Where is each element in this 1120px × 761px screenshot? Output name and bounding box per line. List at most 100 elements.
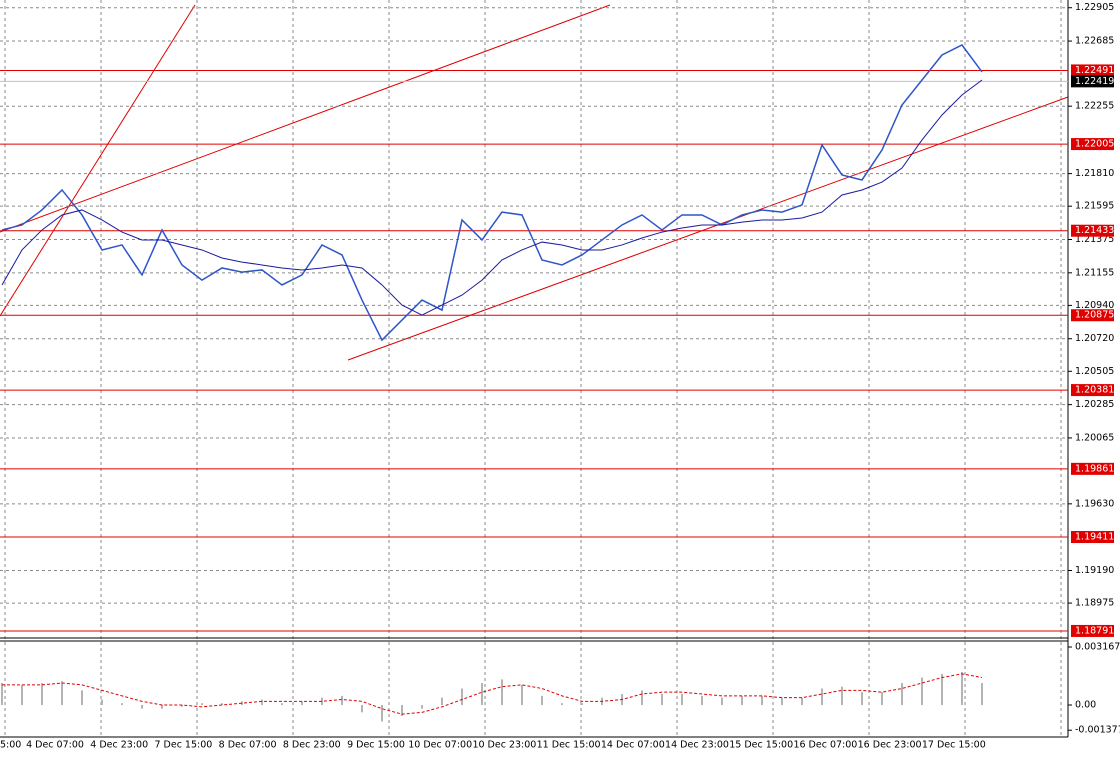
histogram-bar: [861, 692, 863, 706]
histogram-bar: [881, 692, 883, 706]
current-price-bg: [1071, 75, 1114, 88]
x-tick-label: 8 Dec 07:00: [219, 740, 277, 751]
histogram-bar: [121, 703, 123, 706]
level-label-bg: [1071, 531, 1114, 544]
histogram-bar: [361, 705, 363, 713]
level-label: 1.19861: [1075, 463, 1114, 474]
histogram-bar: [661, 694, 663, 706]
histogram-bar: [21, 684, 23, 706]
x-tick-label: 10 Dec 23:00: [472, 740, 536, 751]
histogram-bar: [401, 705, 403, 716]
y-tick-label: 1.20940: [1075, 300, 1114, 311]
y-tick-label: 1.18975: [1075, 598, 1114, 609]
current-price-label: 1.22419: [1075, 76, 1114, 87]
y-tick-label: 1.20065: [1075, 432, 1114, 443]
histogram-bar: [281, 703, 283, 706]
x-tick-label: 10 Dec 07:00: [408, 740, 472, 751]
histogram-bar: [841, 686, 843, 706]
x-tick-label: 4 Dec 23:00: [90, 740, 148, 751]
histogram-bar: [501, 679, 503, 706]
histogram-bar: [721, 697, 723, 706]
y-tick-label: 1.21375: [1075, 234, 1114, 245]
histogram-bar: [781, 697, 783, 706]
level-label-bg: [1071, 462, 1114, 475]
y-tick-label: -0.001377: [1075, 725, 1120, 736]
histogram-bar: [421, 705, 423, 709]
x-tick-label: 14 Dec 07:00: [601, 740, 665, 751]
x-tick-label: 9 Dec 15:00: [347, 740, 405, 751]
histogram-bar: [201, 703, 203, 706]
y-tick-label: 1.21810: [1075, 168, 1114, 179]
x-tick-label: 17 Dec 15:00: [922, 740, 986, 751]
level-label-bg: [1071, 64, 1114, 77]
x-tick-label: 16 Dec 07:00: [793, 740, 857, 751]
histogram-bar: [81, 690, 83, 706]
histogram-bar: [41, 683, 43, 706]
level-label: 1.19411: [1075, 532, 1114, 543]
histogram-bar: [741, 695, 743, 706]
histogram-bar: [181, 705, 183, 707]
histogram-bar: [341, 695, 343, 706]
vertical-grid: [4, 0, 1062, 737]
y-tick-label: 1.20720: [1075, 333, 1114, 344]
x-tick-label: 8 Dec 23:00: [283, 740, 341, 751]
level-label-bg: [1071, 138, 1114, 151]
y-tick-label: 1.21155: [1075, 267, 1114, 278]
histogram-bar: [141, 705, 143, 709]
level-label-bg: [1071, 309, 1114, 322]
x-tick-label: 15 Dec 15:00: [729, 740, 793, 751]
histogram-bar: [641, 690, 643, 706]
trend-line: [347, 96, 1069, 361]
histogram-bar: [441, 697, 443, 706]
level-label-bg: [1071, 224, 1114, 237]
histogram-bar: [821, 688, 823, 706]
histogram-bar: [381, 705, 383, 722]
y-tick-label: 1.19630: [1075, 498, 1114, 509]
y-tick-label: 0.00: [1075, 700, 1096, 711]
level-label-bg: [1071, 384, 1114, 397]
level-label-bg: [1071, 624, 1114, 637]
level-label: 1.20381: [1075, 385, 1114, 396]
y-tick-label: 1.20285: [1075, 399, 1114, 410]
level-label: 1.18791: [1075, 625, 1114, 636]
histogram-bar: [521, 684, 523, 706]
histogram-bar: [301, 701, 303, 706]
x-tick-label: 7 Dec 15:00: [154, 740, 212, 751]
histogram-bar: [221, 703, 223, 706]
histogram-bar: [961, 672, 963, 706]
price-line: [1, 79, 983, 316]
y-tick-label: 0.003167: [1075, 642, 1120, 653]
histogram-bar: [481, 683, 483, 706]
histogram-bar: [61, 681, 63, 706]
histogram-bar: [681, 694, 683, 706]
x-tick-label: 11 Dec 15:00: [537, 740, 601, 751]
histogram-bar: [761, 695, 763, 706]
x-tick-label: 5:00: [0, 740, 21, 751]
histogram-bar: [701, 695, 703, 706]
histogram-bar: [161, 705, 163, 709]
trend-line: [0, 4, 196, 317]
y-tick-label: 1.20505: [1075, 366, 1114, 377]
level-label: 1.22005: [1075, 139, 1114, 150]
histogram-bar: [321, 697, 323, 706]
y-tick-label: 1.22685: [1075, 36, 1114, 47]
y-tick-label: 1.21595: [1075, 201, 1114, 212]
level-label: 1.20875: [1075, 310, 1114, 321]
y-tick-label: 1.19190: [1075, 565, 1114, 576]
trend-line: [0, 4, 611, 233]
level-label: 1.22491: [1075, 65, 1114, 76]
price-line: [1, 44, 983, 342]
histogram-bar: [981, 683, 983, 706]
histogram-bar: [561, 703, 563, 706]
histogram-bar: [901, 683, 903, 706]
x-tick-label: 4 Dec 07:00: [26, 740, 84, 751]
signal-line: [2, 673, 983, 715]
histogram-bar: [801, 697, 803, 706]
histogram-bar: [461, 688, 463, 706]
x-tick-label: 14 Dec 23:00: [665, 740, 729, 751]
histogram-bar: [101, 699, 103, 706]
histogram-bar: [921, 677, 923, 706]
y-tick-label: 1.22255: [1075, 101, 1114, 112]
